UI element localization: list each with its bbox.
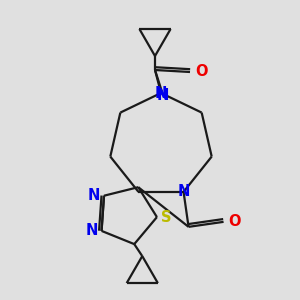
- Text: N: N: [157, 88, 169, 103]
- Text: S: S: [161, 210, 171, 225]
- Text: O: O: [195, 64, 208, 80]
- Text: N: N: [177, 184, 190, 200]
- Text: N: N: [85, 224, 98, 238]
- Text: N: N: [88, 188, 100, 203]
- Text: O: O: [229, 214, 241, 230]
- Text: N: N: [155, 85, 167, 100]
